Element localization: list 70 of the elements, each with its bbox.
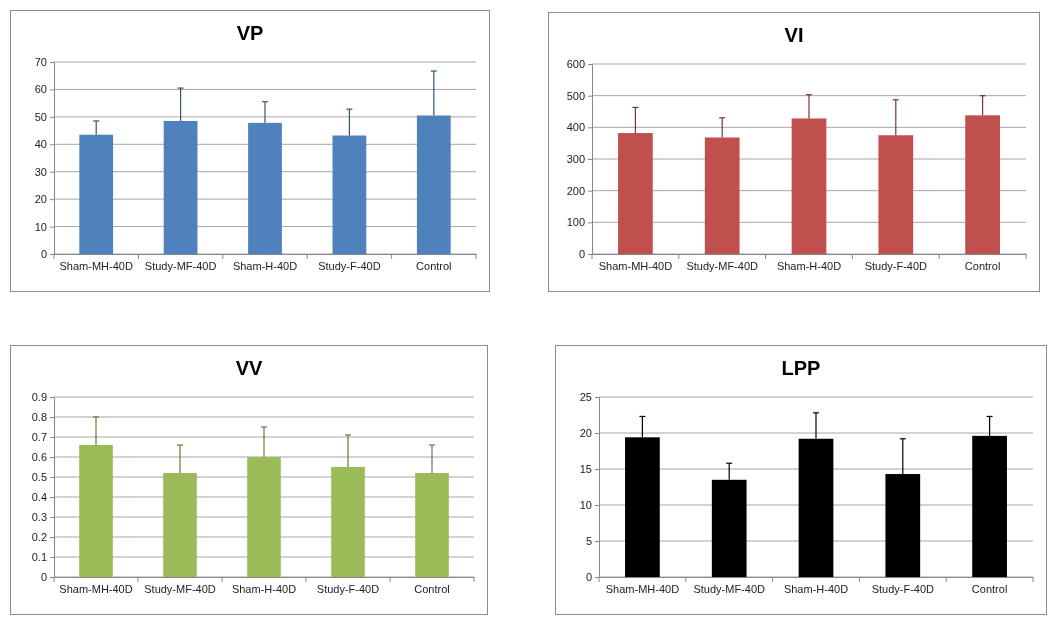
bar bbox=[248, 122, 282, 254]
y-tick-label: 0.6 bbox=[31, 451, 47, 464]
y-tick-label: 0 bbox=[585, 571, 592, 584]
y-tick-label: 0.5 bbox=[31, 471, 47, 484]
y-tick-label: 60 bbox=[34, 83, 47, 96]
y-tick-label: 200 bbox=[566, 184, 585, 197]
bar bbox=[965, 115, 1000, 254]
y-tick-label: 0.8 bbox=[31, 411, 47, 424]
bar bbox=[416, 115, 451, 254]
x-tick-label: Control bbox=[964, 259, 1001, 272]
x-tick-label: Study-MF-40D bbox=[686, 259, 759, 272]
x-tick-label: Study-MF-40D bbox=[693, 582, 766, 595]
y-tick-label: 30 bbox=[34, 165, 47, 178]
x-tick-label: Sham-MH-40D bbox=[605, 582, 680, 595]
x-tick-label: Study-F-40D bbox=[864, 259, 928, 272]
y-tick-label: 0 bbox=[40, 571, 47, 584]
y-tick-label: 40 bbox=[34, 138, 47, 151]
y-tick-label: 25 bbox=[579, 391, 592, 404]
x-tick-label: Study-F-40D bbox=[316, 582, 380, 595]
y-tick-label: 20 bbox=[579, 427, 592, 440]
bar bbox=[163, 473, 197, 577]
bar bbox=[618, 133, 653, 254]
chart-title: LPP bbox=[781, 357, 821, 379]
x-tick-label: Study-F-40D bbox=[318, 259, 381, 272]
y-tick-label: 0.2 bbox=[31, 531, 47, 544]
x-tick-label: Sham-H-40D bbox=[232, 259, 298, 272]
y-tick-label: 0 bbox=[578, 248, 585, 261]
x-tick-label: Sham-MH-40D bbox=[59, 259, 133, 272]
y-tick-label: 0.4 bbox=[31, 491, 47, 504]
y-tick-label: 70 bbox=[34, 56, 47, 69]
y-tick-label: 20 bbox=[34, 193, 47, 206]
y-tick-label: 10 bbox=[34, 220, 47, 233]
bar bbox=[791, 118, 827, 254]
y-tick-label: 10 bbox=[579, 499, 592, 512]
y-tick-label: 0.9 bbox=[31, 391, 47, 404]
y-tick-label: 0 bbox=[40, 248, 47, 261]
y-tick-label: 300 bbox=[566, 153, 585, 166]
x-tick-label: Control bbox=[971, 582, 1008, 595]
y-tick-label: 15 bbox=[579, 463, 592, 476]
x-tick-label: Sham-MH-40D bbox=[598, 259, 673, 272]
x-tick-label: Study-F-40D bbox=[871, 582, 935, 595]
x-tick-label: Sham-H-40D bbox=[776, 259, 842, 272]
bar bbox=[331, 467, 365, 577]
x-tick-label: Study-MF-40D bbox=[144, 259, 217, 272]
bar bbox=[704, 137, 740, 254]
y-tick-label: 50 bbox=[34, 110, 47, 123]
x-tick-label: Control bbox=[416, 259, 452, 272]
x-tick-label: Sham-MH-40D bbox=[59, 582, 133, 595]
chart-title: VV bbox=[235, 357, 263, 379]
bar bbox=[163, 120, 198, 254]
bar bbox=[878, 135, 914, 254]
x-tick-label: Sham-H-40D bbox=[783, 582, 849, 595]
y-tick-label: 500 bbox=[566, 89, 585, 102]
y-tick-label: 0.3 bbox=[31, 511, 47, 524]
x-tick-label: Control bbox=[414, 582, 450, 595]
bar bbox=[79, 445, 113, 577]
x-tick-label: Sham-H-40D bbox=[231, 582, 297, 595]
bar bbox=[415, 473, 449, 577]
chart-title: VI bbox=[784, 24, 804, 46]
bar bbox=[247, 457, 281, 577]
y-tick-label: 400 bbox=[566, 121, 585, 134]
x-tick-label: Study-MF-40D bbox=[144, 582, 216, 595]
bar bbox=[332, 135, 367, 254]
y-tick-label: 100 bbox=[566, 216, 585, 229]
y-tick-label: 0.1 bbox=[31, 551, 47, 564]
chart-title: VP bbox=[236, 22, 264, 44]
bar bbox=[79, 134, 114, 254]
y-tick-label: 5 bbox=[585, 535, 592, 548]
y-tick-label: 600 bbox=[566, 58, 585, 71]
y-tick-label: 0.7 bbox=[31, 431, 47, 444]
